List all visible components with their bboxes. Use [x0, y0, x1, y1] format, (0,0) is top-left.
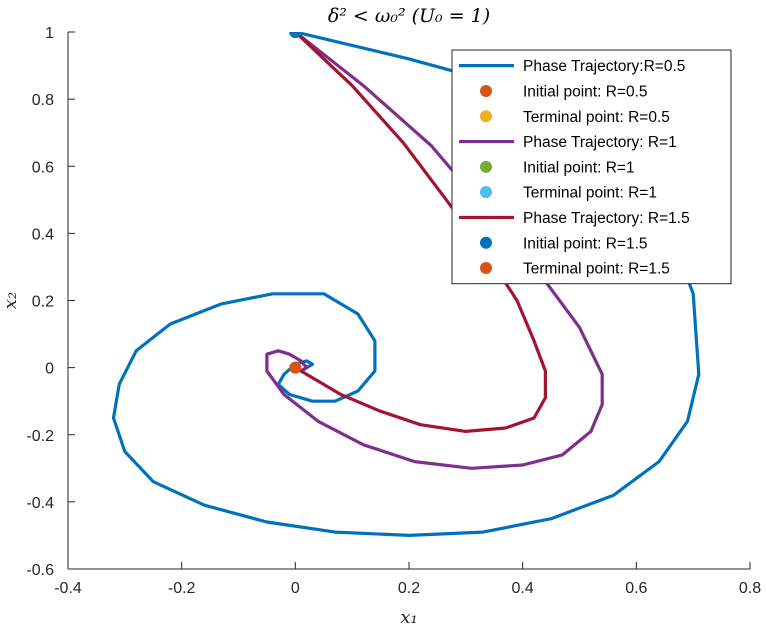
y-tick-label: 0.4	[32, 226, 54, 243]
legend-label: Initial point: R=1	[523, 159, 635, 176]
chart-title: δ² < ω₀² (U₀ = 1)	[328, 5, 490, 27]
y-tick-label: -0.2	[26, 428, 54, 445]
axes: -0.4 -0.2 0 0.2 0.4 0.6 0.8-0.6-0.4-0.200.20.4…	[26, 25, 761, 597]
legend-marker	[480, 236, 492, 249]
x-tick-label: 0.6	[625, 580, 647, 597]
series-marker-8	[289, 32, 302, 38]
x-tick-label: 0.8	[739, 580, 761, 597]
legend-label: Initial point: R=0.5	[523, 83, 648, 100]
x-tick-label: 0	[291, 580, 300, 597]
y-tick-label: 0.8	[32, 92, 54, 109]
legend-label: Phase Trajectory: R=1.5	[523, 210, 690, 227]
legend-label: Phase Trajectory: R=1	[523, 134, 677, 151]
y-tick-label: -0.6	[26, 562, 54, 579]
legend-marker	[480, 160, 492, 173]
series-line-7	[293, 32, 548, 433]
legend-label: Terminal point: R=1	[523, 185, 657, 202]
y-axis-label: x₂	[0, 292, 21, 309]
legend-marker	[480, 84, 492, 97]
x-tick-label: -0.4	[54, 580, 82, 597]
legend-label: Phase Trajectory:R=0.5	[523, 58, 685, 75]
legend-label: Initial point: R=1.5	[523, 235, 648, 252]
x-tick-label: 0.4	[512, 580, 534, 597]
legend-marker	[480, 186, 492, 199]
y-tick-label: 0.2	[32, 294, 54, 311]
y-tick-label: -0.4	[26, 495, 54, 512]
x-tick-label: 0.2	[398, 580, 420, 597]
legend-marker	[480, 262, 492, 275]
legend-marker	[480, 110, 492, 123]
y-tick-label: 1	[45, 25, 54, 42]
series-marker-9	[289, 361, 302, 374]
legend-box	[451, 49, 732, 285]
legend-label: Terminal point: R=0.5	[523, 109, 670, 126]
legend-label: Terminal point: R=1.5	[523, 261, 670, 278]
y-tick-label: 0	[45, 361, 54, 378]
y-tick-label: 0.6	[32, 159, 54, 176]
x-tick-label: -0.2	[168, 580, 196, 597]
x-axis-label: x₁	[400, 607, 417, 628]
legend: Phase Trajectory:R=0.5 Initial point: R=0…	[451, 49, 732, 285]
